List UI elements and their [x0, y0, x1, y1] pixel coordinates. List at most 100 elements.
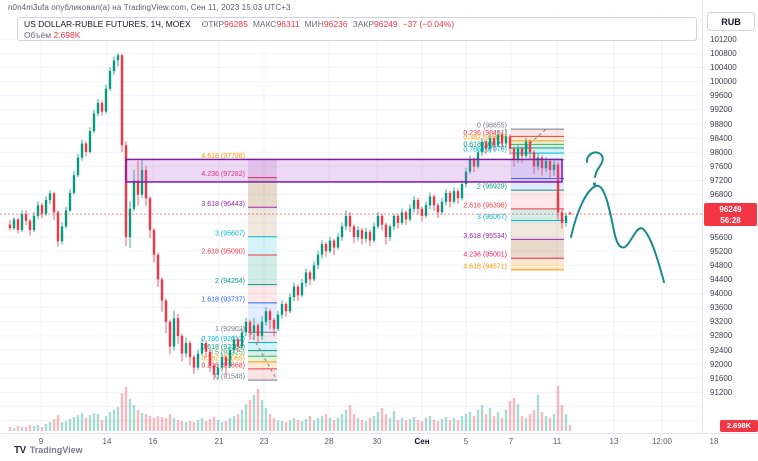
ohlc-field-label: МАКС: [252, 19, 277, 29]
price-tick-label: 98000: [710, 147, 733, 157]
ohlc-field-label: ЗАКР: [352, 19, 374, 29]
fib-zone: [511, 136, 564, 141]
price-tick-label: 92000: [710, 359, 733, 369]
price-tick-label: 94000: [710, 289, 733, 299]
last-price-badge: 96249 56:28: [704, 202, 757, 226]
bar-countdown: 56:28: [720, 215, 741, 225]
volume-badge: 2.698K: [720, 420, 758, 432]
fib-zone: [511, 190, 564, 209]
time-axis[interactable]: 9 14 16 21 23 28 30 Сен 5 7 11 13 12:00 18: [0, 433, 758, 449]
price-tick-label: 101200: [710, 34, 737, 44]
price-tick-label: 91200: [710, 387, 733, 397]
fib-level-label: 0.382 (92065): [201, 355, 245, 362]
time-tick-label: 9: [38, 437, 44, 446]
fib-zone: [248, 255, 277, 285]
question-mark-dot: [592, 182, 597, 186]
fib-level-label: 0.786 (92612): [201, 336, 245, 343]
currency-toggle-button[interactable]: RUB: [707, 12, 755, 31]
tradingview-logo-icon: TV: [14, 444, 26, 456]
fib-level-label: 0 (91548): [215, 374, 245, 381]
fib-level-label: 4.618 (94671): [463, 263, 507, 270]
fib-level-label: 4.618 (97798): [201, 153, 245, 160]
time-tick-label: 14: [102, 437, 112, 446]
fib-extension-right[interactable]: 0 (98655)0.236 (98451)0.382 (98325)0.618…: [463, 123, 564, 271]
price-tick-label: 94400: [710, 274, 733, 284]
fib-zone: [248, 207, 277, 237]
fib-level-label: 4.236 (97282): [201, 171, 245, 178]
ohlc-field-label: МИН: [304, 19, 324, 29]
fib-level-label: 2.618 (95090): [201, 249, 245, 256]
symbol-title: US DOLLAR-RUBLE FUTURES, 1Ч, MOEX: [24, 19, 191, 29]
fib-zone: [248, 368, 277, 381]
price-tick-label: 93600: [710, 303, 733, 313]
fib-zone: [511, 153, 564, 160]
fib-zone: [248, 342, 277, 351]
tradingview-attribution[interactable]: TV TradingView: [14, 443, 83, 457]
ohlc-field-value: 96249: [374, 19, 398, 29]
price-tick-label: 94800: [710, 260, 733, 270]
fib-level-label: 3 (96067): [477, 214, 507, 221]
time-tick-label: Сен: [414, 437, 430, 446]
last-price-value: 96249: [719, 204, 742, 214]
price-axis[interactable]: RUB 101200 100800 100400 100000 99600 99200 98…: [702, 0, 758, 433]
fib-zone: [248, 356, 277, 362]
chart-legend[interactable]: US DOLLAR-RUBLE FUTURES, 1Ч, MOEX ОТКР 962…: [17, 17, 697, 41]
volume-label: Объём: [24, 30, 52, 40]
fib-level-label: 3.618 (96443): [201, 201, 245, 208]
price-tick-label: 99600: [710, 91, 733, 101]
price-tick-label: 100800: [710, 48, 737, 58]
forecast-drawing[interactable]: [570, 151, 665, 283]
fib-level-label: 0.382 (98325): [463, 134, 507, 141]
forecast-curve: [570, 184, 665, 283]
time-tick-label: 13: [609, 437, 619, 446]
price-tick-label: 96800: [710, 190, 733, 200]
volume-value: 2.698K: [53, 30, 81, 40]
legend-ohlc-row: US DOLLAR-RUBLE FUTURES, 1Ч, MOEX ОТКР 962…: [24, 19, 690, 30]
legend-ohlc-fields: ОТКР96285 МАКС96311 МИН96236 ЗАКР96249: [197, 19, 398, 29]
fib-zone: [511, 144, 564, 149]
fib-zone: [511, 129, 564, 137]
price-tick-label: 91600: [710, 373, 733, 383]
question-mark-icon: [585, 151, 604, 178]
supply-zone-box[interactable]: [125, 158, 563, 183]
fib-level-label: 3.618 (95534): [463, 233, 507, 240]
price-tick-label: 98400: [710, 133, 733, 143]
ohlc-field-label: ОТКР: [201, 19, 225, 29]
candles-layer: [8, 52, 572, 381]
fib-level-label: 2.618 (96396): [463, 202, 507, 209]
fib-level-label: 0.618 (92384): [201, 344, 245, 351]
price-tick-label: 92800: [710, 331, 733, 341]
legend-volume-row: Объём 2.698K: [24, 30, 690, 41]
fib-level-label: 2 (96929): [477, 184, 507, 191]
price-tick-label: 95600: [710, 232, 733, 242]
time-tick-label: 23: [259, 437, 269, 446]
fib-level-label: 0.236 (98451): [463, 130, 507, 137]
fib-zone: [511, 208, 564, 221]
time-tick-label: 16: [148, 437, 158, 446]
price-tick-label: 95200: [710, 246, 733, 256]
fib-extension-left[interactable]: 4.618 (97798) 4.236 (97282) 3.618 (96443) 3…: [201, 153, 278, 381]
time-tick-label: 7: [508, 437, 514, 446]
price-tick-label: 97600: [710, 161, 733, 171]
time-tick-label: 5: [463, 437, 469, 446]
fib-zone: [248, 350, 277, 357]
tradingview-logo-text: TradingView: [29, 445, 83, 455]
fib-level-label: 0.786 (97976): [463, 147, 507, 154]
fib-zone: [248, 284, 277, 303]
time-tick-label: 30: [372, 437, 382, 446]
fib-level-label: 1.618 (93737): [201, 296, 245, 303]
ohlc-field-value: 96236: [323, 19, 348, 29]
fib-level-label: 4.236 (95001): [463, 252, 507, 259]
change-value: −37 (−0.04%): [402, 19, 455, 29]
fib-zone: [248, 361, 277, 369]
fib-zone: [511, 178, 564, 191]
fib-zone: [511, 258, 564, 270]
fib-zone: [511, 220, 564, 240]
fib-zone: [511, 140, 564, 145]
price-tick-label: 100000: [710, 77, 737, 87]
fib-zone: [511, 148, 564, 154]
price-tick-label: 99200: [710, 105, 733, 115]
fib-level-label: 0.236 (91868): [201, 362, 245, 369]
